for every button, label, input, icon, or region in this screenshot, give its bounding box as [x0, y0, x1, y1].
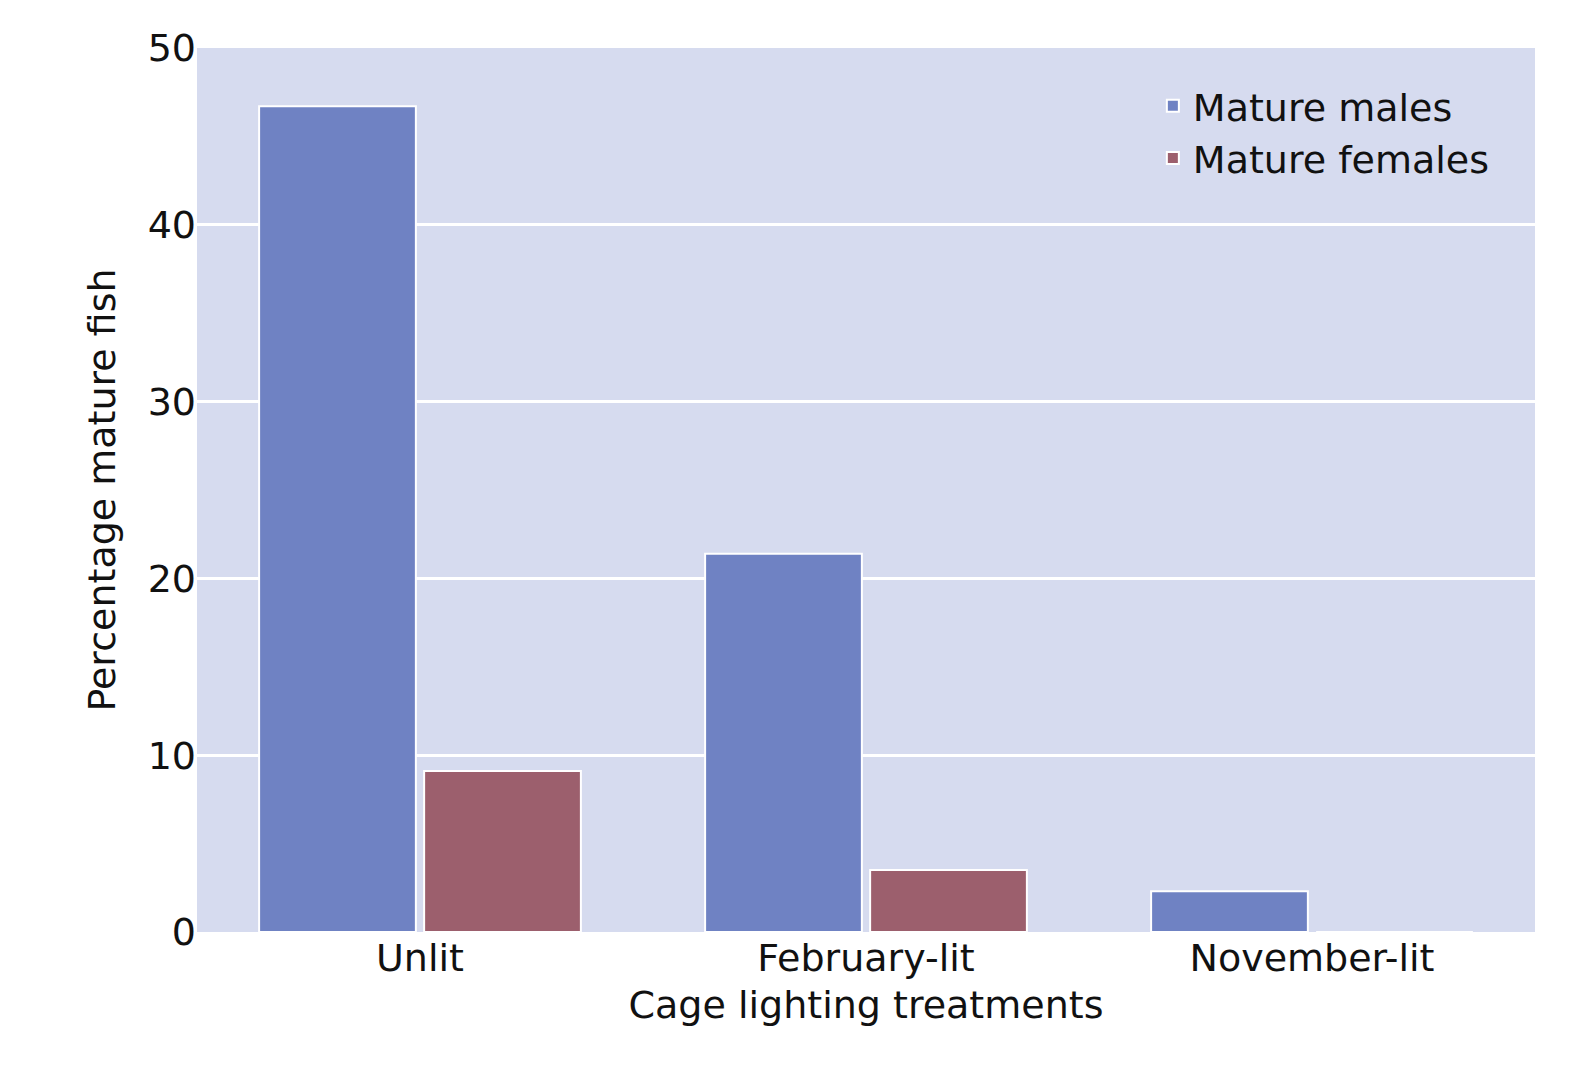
svg-text:Unlit: Unlit: [376, 936, 464, 980]
svg-text:Cage lighting treatments: Cage lighting treatments: [629, 983, 1104, 1027]
svg-text:10: 10: [148, 734, 196, 778]
svg-text:40: 40: [148, 203, 196, 247]
svg-text:Mature females: Mature females: [1193, 138, 1489, 182]
svg-text:20: 20: [148, 557, 196, 601]
svg-text:Mature males: Mature males: [1193, 86, 1452, 130]
svg-text:30: 30: [148, 380, 196, 424]
svg-text:0: 0: [172, 910, 196, 954]
svg-text:Percentage mature fish: Percentage mature fish: [80, 268, 124, 711]
svg-text:November-lit: November-lit: [1190, 936, 1435, 980]
svg-text:50: 50: [148, 26, 196, 70]
svg-text:February-lit: February-lit: [757, 936, 974, 980]
